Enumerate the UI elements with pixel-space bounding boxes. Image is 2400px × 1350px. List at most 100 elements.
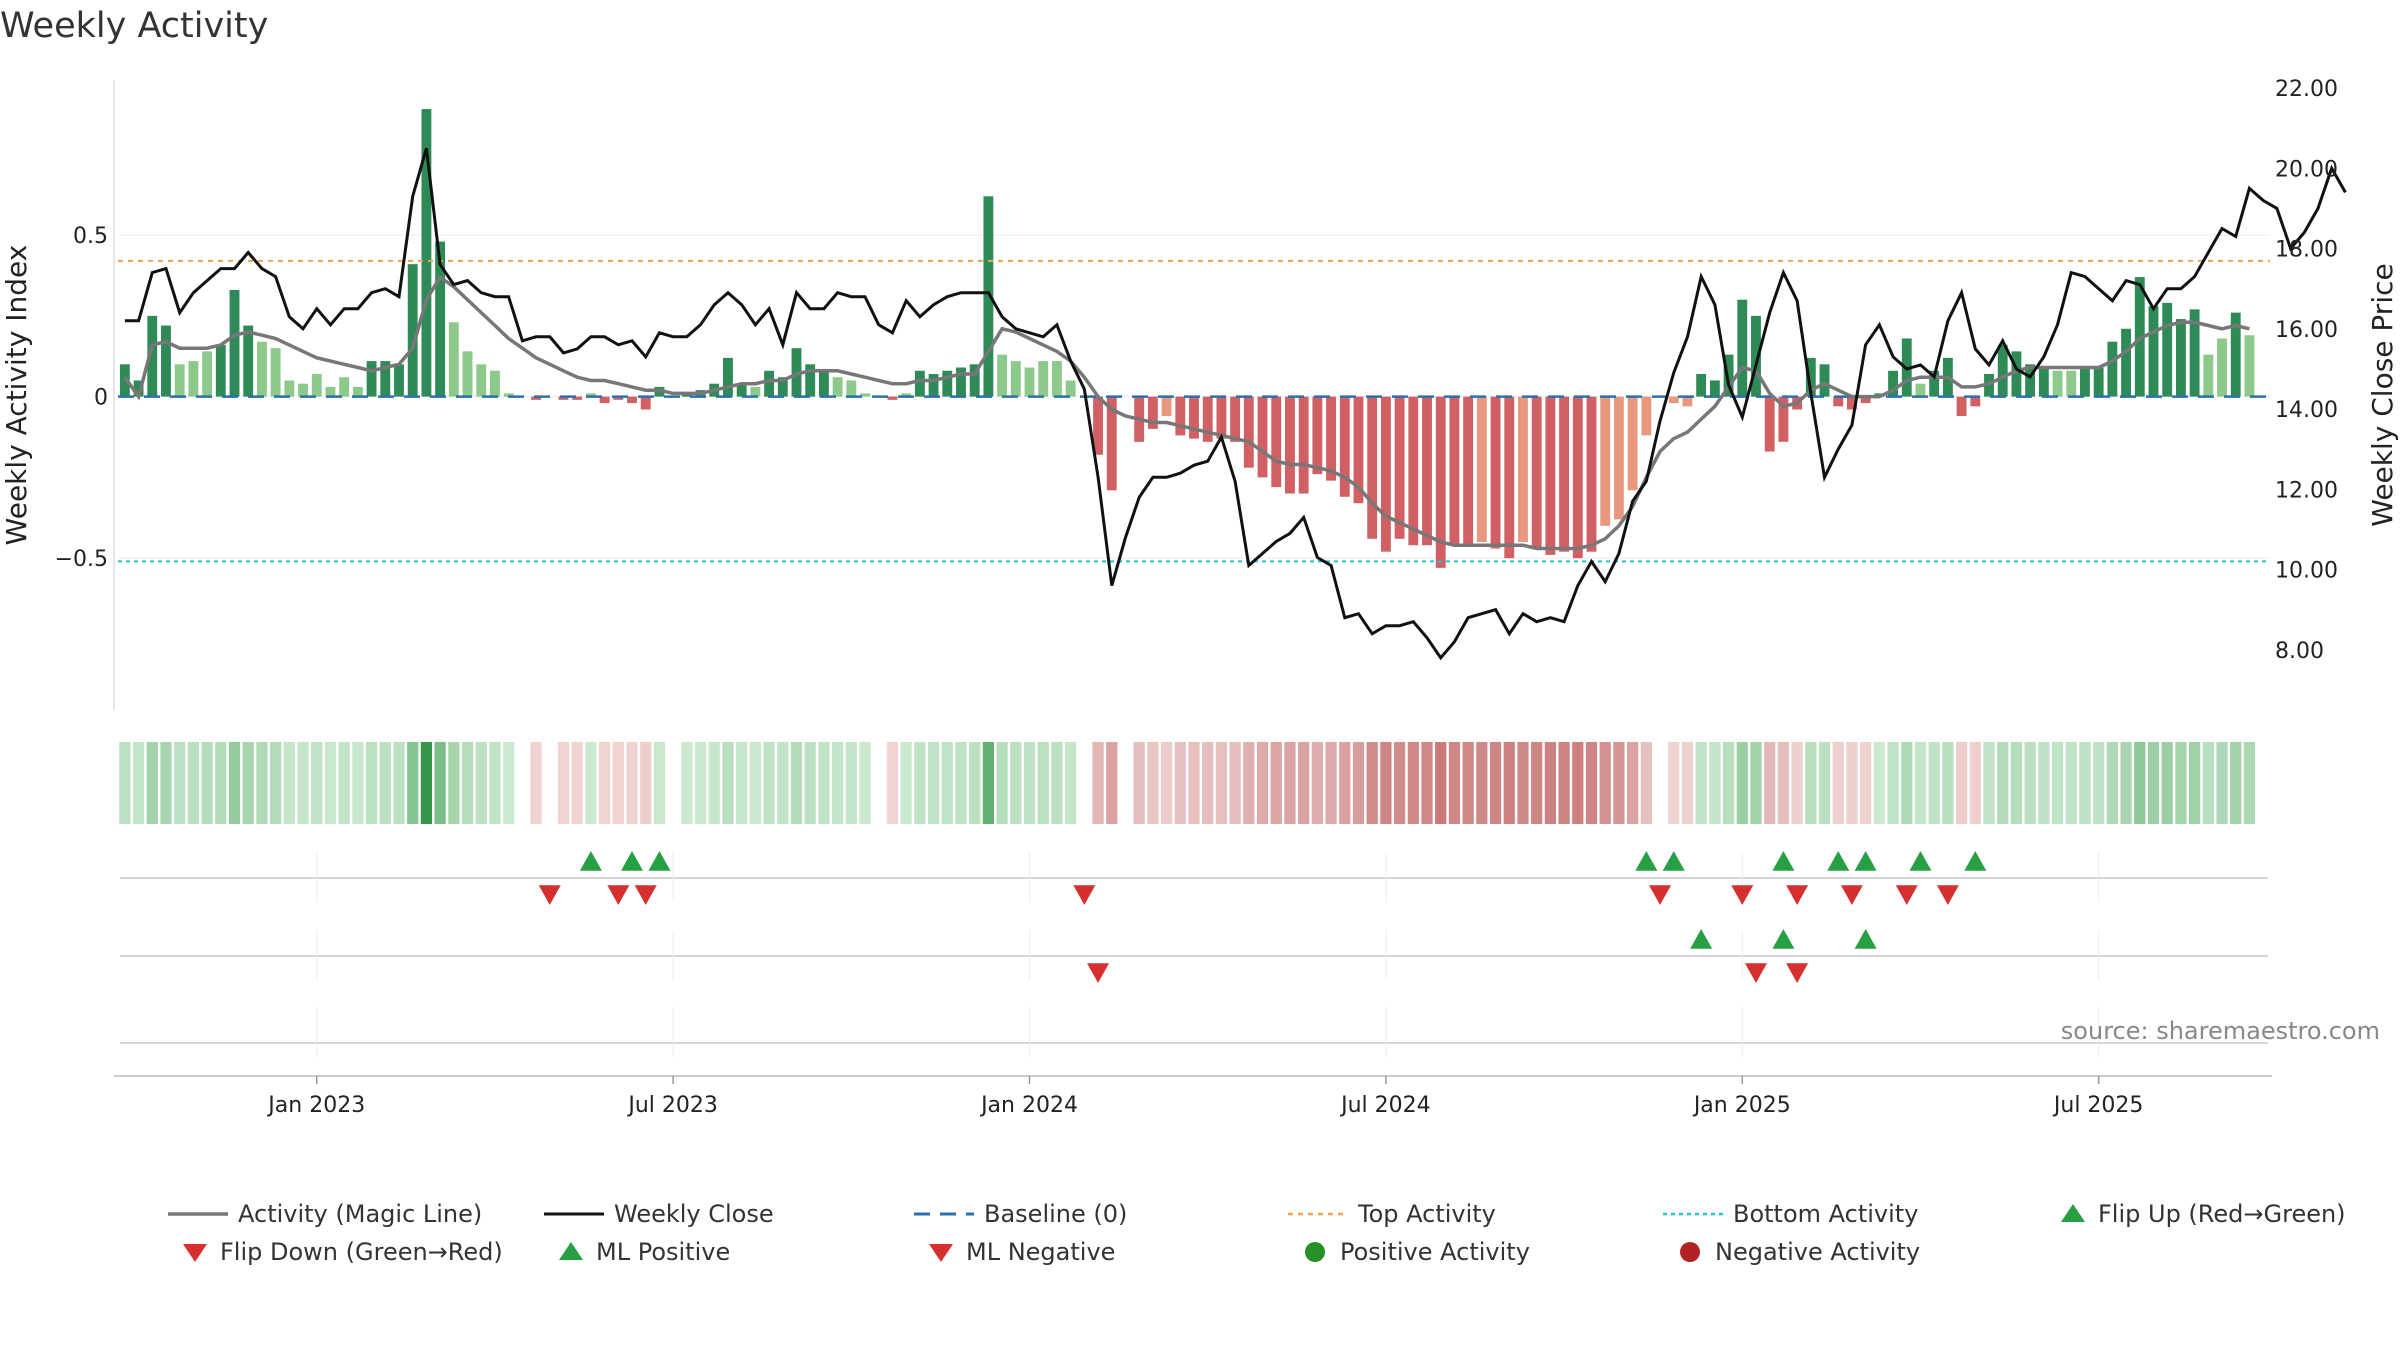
activity-bar — [914, 370, 925, 397]
heat-strip-cell — [1585, 742, 1598, 824]
activity-bar — [1257, 396, 1268, 478]
legend-swatch-icon — [1680, 1242, 1700, 1262]
heat-strip-cell — [1476, 742, 1488, 824]
flip-up-marker — [648, 851, 671, 871]
ml-positive-marker — [1690, 929, 1713, 949]
activity-bar — [1572, 396, 1583, 559]
legend-item-magic: Activity (Magic Line) — [168, 1200, 482, 1228]
heat-strip-cell — [1668, 742, 1680, 824]
signal-markers — [120, 851, 2268, 1057]
heat-strip-cell — [2079, 742, 2091, 824]
activity-bar — [1010, 361, 1021, 397]
x-tick-label: Jul 2025 — [2052, 1093, 2144, 1118]
flip-down-marker — [1840, 885, 1863, 905]
activity-bar — [1353, 396, 1364, 504]
activity-bar — [1518, 396, 1528, 542]
heat-strip-cell — [1435, 742, 1447, 824]
activity-bar — [1997, 344, 2008, 397]
activity-bar — [585, 393, 596, 397]
activity-bar — [229, 290, 240, 397]
activity-bar — [1339, 396, 1350, 497]
heat-strip-cell — [681, 742, 693, 824]
heat-strip-cell — [434, 742, 446, 824]
heat-strip-cell — [1805, 742, 1817, 824]
heat-strip-cell — [694, 742, 707, 824]
activity-bar — [640, 396, 651, 410]
activity-bar — [2107, 341, 2118, 397]
heat-strip-cell — [1133, 742, 1145, 824]
heat-strip-cell — [818, 742, 830, 824]
heat-strip-cell — [1736, 742, 1748, 824]
legend-swatch-icon — [914, 1212, 974, 1216]
heat-strip-cell — [1681, 742, 1694, 824]
legend-label: ML Negative — [966, 1238, 1116, 1266]
activity-bar — [1422, 396, 1432, 546]
activity-bar — [1860, 396, 1871, 404]
heat-strip-cell — [900, 742, 912, 824]
heat-strip-cell — [1284, 742, 1296, 824]
activity-bars — [119, 109, 2255, 568]
activity-bar — [997, 354, 1008, 397]
activity-bar — [818, 370, 829, 397]
heat-strip-cell — [585, 742, 597, 824]
activity-bar — [1559, 396, 1570, 552]
heat-strip-cell — [571, 742, 583, 824]
x-tick-label: Jan 2024 — [979, 1093, 1078, 1118]
activity-bar — [1449, 396, 1460, 546]
activity-bar — [352, 386, 363, 397]
activity-bar — [1093, 396, 1103, 455]
heat-strip-cell — [1517, 742, 1529, 824]
y-tick-label: 0 — [94, 386, 108, 411]
activity-bar — [147, 315, 158, 397]
heat-strip-cell — [612, 742, 624, 824]
activity-bar — [407, 264, 418, 397]
activity-bar — [2066, 370, 2077, 397]
activity-bar — [325, 386, 336, 397]
heat-strip-cell — [1407, 742, 1419, 824]
heat-strip-cell — [1229, 742, 1241, 824]
legend-item-mlneg: ML Negative — [926, 1238, 1115, 1266]
activity-bar — [777, 377, 788, 397]
activity-bar — [243, 325, 254, 397]
activity-bar — [1230, 396, 1241, 442]
activity-bar — [476, 364, 487, 397]
x-tick-label: Jan 2025 — [1692, 1093, 1791, 1118]
activity-bar — [311, 374, 322, 397]
activity-bar — [901, 393, 912, 397]
activity-bar — [1202, 396, 1213, 442]
heat-strip-cell — [489, 742, 501, 824]
heat-strip-cell — [1846, 742, 1858, 824]
heat-strip-cell — [982, 742, 995, 824]
activity-bar — [2175, 319, 2186, 397]
activity-bar — [1751, 315, 1761, 397]
heat-strip-cell — [1627, 742, 1639, 824]
heat-strip-cell — [1106, 742, 1118, 824]
activity-bar — [1243, 396, 1254, 468]
heat-strip-cell — [1832, 742, 1844, 824]
heat-strip-cell — [708, 742, 720, 824]
y-tick-label: −0.5 — [55, 547, 108, 572]
legend-label: Positive Activity — [1340, 1238, 1530, 1266]
activity-bar — [558, 396, 569, 400]
activity-bar — [1147, 396, 1158, 429]
y-tick-label: 0.5 — [73, 224, 108, 249]
activity-bar — [2148, 306, 2159, 397]
legend-label: Flip Down (Green→Red) — [220, 1238, 503, 1266]
activity-bar — [394, 364, 404, 397]
heat-strip-cell — [763, 742, 775, 824]
heat-strip-cell — [1818, 742, 1831, 824]
heat-strip-cell — [1983, 742, 1995, 824]
heat-strip-cell — [420, 742, 433, 824]
heat-strip-cell — [228, 742, 241, 824]
heat-strip-cell — [996, 742, 1008, 824]
x-tick-label: Jul 2023 — [626, 1093, 718, 1118]
heat-strip-cell — [1873, 742, 1885, 824]
heat-strip-cell — [626, 742, 638, 824]
activity-bar — [1271, 396, 1282, 488]
heat-strip-cell — [969, 742, 981, 824]
activity-bar — [860, 393, 870, 397]
heat-strip-cell — [2010, 742, 2023, 824]
activity-bar — [805, 364, 816, 397]
activity-bar — [1408, 396, 1419, 546]
heat-strip-cell — [407, 742, 419, 824]
